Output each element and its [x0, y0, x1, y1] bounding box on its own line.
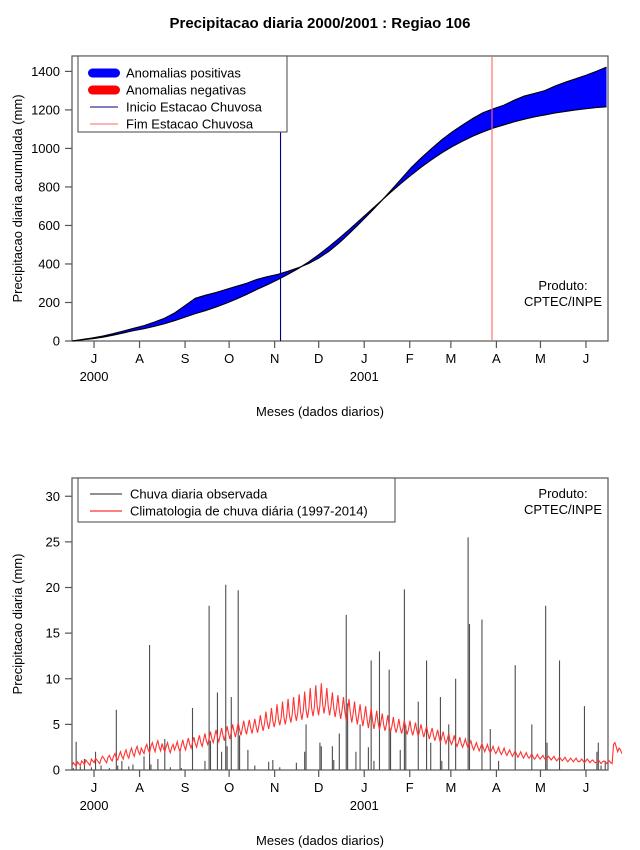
x-tick-label-accumulated: A	[492, 351, 501, 366]
legend-label-accumulated: Inicio Estacao Chuvosa	[126, 100, 263, 115]
x-tick-label-daily: J	[583, 780, 590, 795]
x-year-label-accumulated: 2000	[80, 369, 109, 384]
y-tick-label-daily: 0	[53, 763, 60, 778]
y-tick-label-accumulated: 800	[38, 179, 60, 194]
y-tick-label-daily: 30	[46, 489, 60, 504]
produto-source-accumulated: CPTEC/INPE	[524, 294, 602, 309]
x-tick-label-daily: A	[492, 780, 501, 795]
x-tick-label-accumulated: J	[91, 351, 98, 366]
y-axis-title-daily: Precipitacao diaria (mm)	[10, 554, 25, 695]
page-title: Precipitacao diaria 2000/2001 : Regiao 1…	[169, 15, 470, 32]
y-tick-label-accumulated: 200	[38, 295, 60, 310]
y-tick-label-accumulated: 0	[53, 334, 60, 349]
legend-label-accumulated: Anomalias negativas	[126, 83, 246, 98]
accumulated-plot-frame	[71, 55, 609, 342]
y-tick-label-daily: 15	[46, 626, 60, 641]
legend-label-daily: Chuva diaria observada	[130, 487, 268, 502]
x-tick-label-accumulated: A	[135, 351, 144, 366]
x-tick-label-accumulated: M	[535, 351, 546, 366]
y-tick-label-accumulated: 1000	[31, 141, 60, 156]
produto-source-daily: CPTEC/INPE	[524, 502, 602, 517]
x-tick-label-daily: J	[361, 780, 368, 795]
x-tick-label-daily: O	[224, 780, 234, 795]
observed-accumulated-line	[71, 66, 607, 342]
legend-swatch-accumulated	[88, 68, 120, 78]
y-axis-title-accumulated: Precipitacao diaria acumulada (mm)	[10, 94, 25, 302]
legend-label-accumulated: Anomalias positivas	[126, 66, 241, 81]
x-tick-label-daily: J	[91, 780, 98, 795]
x-tick-label-accumulated: F	[406, 351, 414, 366]
legend-label-daily: Climatologia de chuva diária (1997-2014)	[130, 504, 368, 519]
x-tick-label-accumulated: M	[445, 351, 456, 366]
x-tick-label-accumulated: N	[270, 351, 279, 366]
x-tick-label-daily: F	[406, 780, 414, 795]
x-tick-label-accumulated: J	[361, 351, 368, 366]
x-year-label-daily: 2000	[80, 798, 109, 813]
x-tick-label-accumulated: S	[181, 351, 190, 366]
x-tick-label-accumulated: J	[583, 351, 590, 366]
climatology-daily-line	[71, 683, 623, 768]
legend-box-daily	[77, 477, 396, 523]
y-tick-label-daily: 20	[46, 580, 60, 595]
climatology-accumulated-line	[71, 106, 607, 342]
x-axis-title-accumulated: Meses (dados diarios)	[256, 404, 384, 419]
x-tick-label-daily: A	[135, 780, 144, 795]
x-tick-label-daily: M	[445, 780, 456, 795]
x-axis-title-daily: Meses (dados diarios)	[256, 833, 384, 848]
y-tick-label-accumulated: 400	[38, 256, 60, 271]
y-tick-label-daily: 5	[53, 717, 60, 732]
x-year-label-daily: 2001	[350, 798, 379, 813]
x-tick-label-accumulated: D	[314, 351, 323, 366]
y-tick-label-daily: 25	[46, 534, 60, 549]
x-tick-label-daily: N	[270, 780, 279, 795]
y-tick-label-accumulated: 600	[38, 218, 60, 233]
x-tick-label-daily: D	[314, 780, 323, 795]
x-tick-label-daily: M	[535, 780, 546, 795]
produto-label-daily: Produto:	[538, 486, 587, 501]
x-tick-label-daily: S	[181, 780, 190, 795]
x-tick-label-accumulated: O	[224, 351, 234, 366]
legend-label-accumulated: Fim Estacao Chuvosa	[126, 117, 254, 132]
produto-label-accumulated: Produto:	[538, 278, 587, 293]
y-tick-label-daily: 10	[46, 671, 60, 686]
x-year-label-accumulated: 2001	[350, 369, 379, 384]
y-tick-label-accumulated: 1400	[31, 64, 60, 79]
legend-swatch-accumulated	[88, 85, 120, 95]
y-tick-label-accumulated: 1200	[31, 102, 60, 117]
observed-daily-spikes	[72, 537, 606, 770]
